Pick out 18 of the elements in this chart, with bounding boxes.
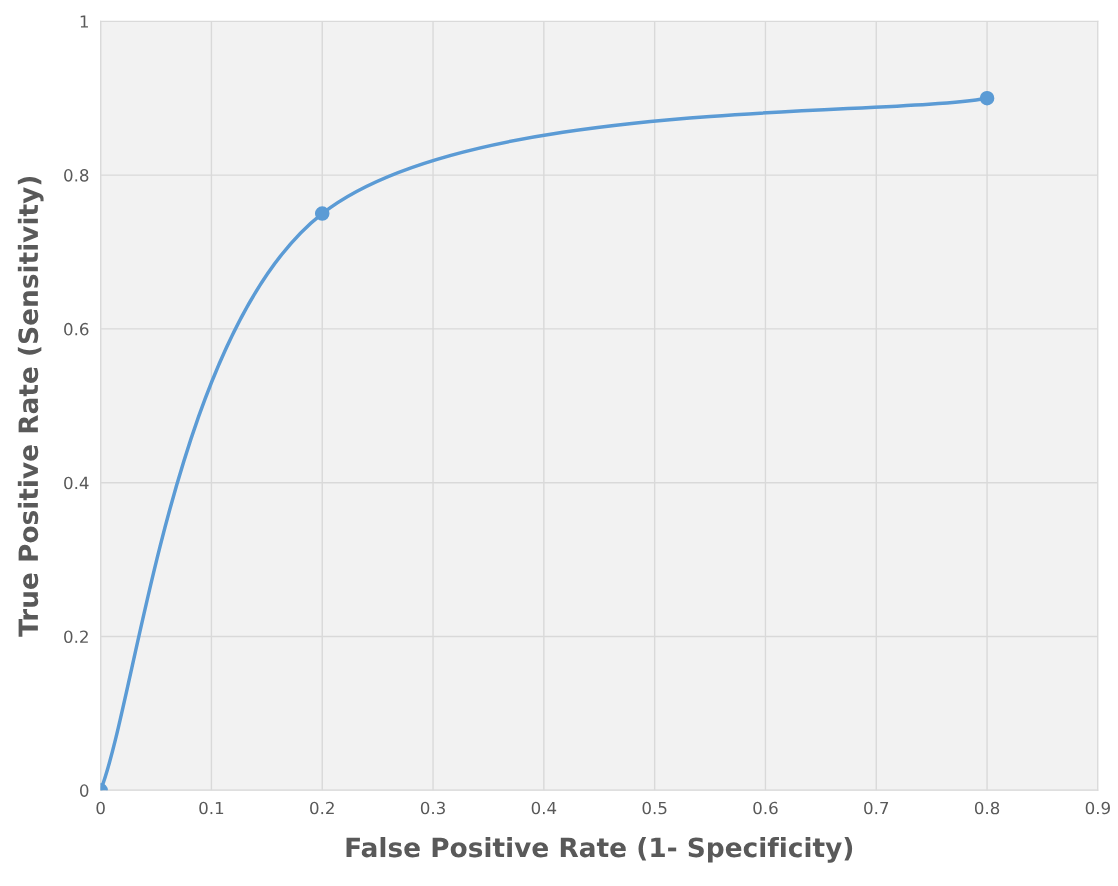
x-tick-label: 0.7 <box>864 801 889 815</box>
x-tick-label: 0.3 <box>420 801 445 815</box>
y-axis-title: True Positive Rate (Sensitivity) <box>17 176 44 637</box>
x-tick-label: 0.6 <box>753 801 778 815</box>
y-tick-label: 0.6 <box>64 322 89 336</box>
x-tick-label: 0.5 <box>642 801 667 815</box>
x-tick-label: 0.8 <box>974 801 1000 815</box>
x-tick-label: 0.4 <box>531 801 557 815</box>
y-tick-label: 1 <box>80 15 88 28</box>
y-tick-label: 0.2 <box>64 630 88 644</box>
x-axis-title: False Positive Rate (1- Specificity) <box>346 837 853 863</box>
x-tick-label: 0.1 <box>199 801 224 815</box>
y-tick-label: 0 <box>80 784 89 797</box>
y-tick-label: 0.8 <box>64 169 89 182</box>
x-tick-label: 0.2 <box>310 801 334 815</box>
y-tick-label: 0.4 <box>64 476 89 490</box>
x-tick-label: 0 <box>96 801 105 815</box>
x-tick-label: 0.9 <box>1085 801 1110 815</box>
